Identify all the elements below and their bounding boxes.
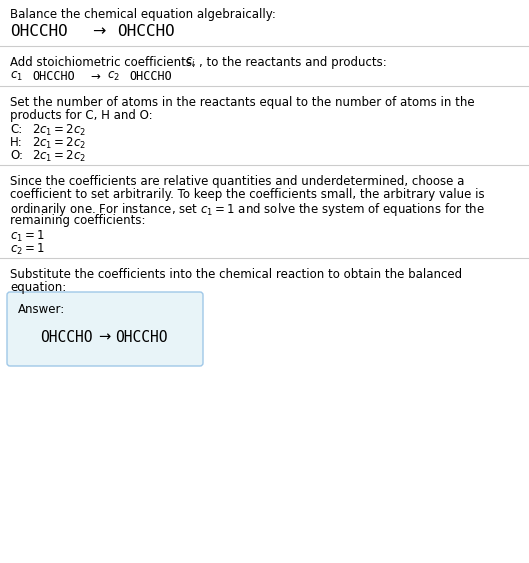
- Text: →: →: [90, 70, 100, 83]
- Text: $c_1$: $c_1$: [10, 70, 23, 83]
- Text: →: →: [98, 330, 110, 345]
- Text: O:: O:: [10, 149, 23, 162]
- Text: →: →: [92, 24, 105, 39]
- Text: OHCCHO: OHCCHO: [129, 70, 172, 83]
- Text: equation:: equation:: [10, 281, 66, 294]
- Text: $c_2 = 1$: $c_2 = 1$: [10, 242, 45, 257]
- Text: remaining coefficients:: remaining coefficients:: [10, 214, 145, 227]
- Text: H:: H:: [10, 136, 23, 149]
- Text: Answer:: Answer:: [18, 303, 65, 316]
- Text: $2 c_1 = 2 c_2$: $2 c_1 = 2 c_2$: [32, 136, 86, 151]
- Text: OHCCHO: OHCCHO: [115, 330, 168, 345]
- Text: Substitute the coefficients into the chemical reaction to obtain the balanced: Substitute the coefficients into the che…: [10, 268, 462, 281]
- Text: $c_2$: $c_2$: [107, 70, 120, 83]
- Text: $c_i$: $c_i$: [185, 56, 196, 69]
- Text: OHCCHO: OHCCHO: [40, 330, 93, 345]
- FancyBboxPatch shape: [7, 292, 203, 366]
- Text: $2 c_1 = 2 c_2$: $2 c_1 = 2 c_2$: [32, 149, 86, 164]
- Text: OHCCHO: OHCCHO: [10, 24, 68, 39]
- Text: C:: C:: [10, 123, 22, 136]
- Text: Set the number of atoms in the reactants equal to the number of atoms in the: Set the number of atoms in the reactants…: [10, 96, 475, 109]
- Text: ordinarily one. For instance, set $c_1 = 1$ and solve the system of equations fo: ordinarily one. For instance, set $c_1 =…: [10, 201, 485, 218]
- Text: Since the coefficients are relative quantities and underdetermined, choose a: Since the coefficients are relative quan…: [10, 175, 464, 188]
- Text: products for C, H and O:: products for C, H and O:: [10, 109, 153, 122]
- Text: coefficient to set arbitrarily. To keep the coefficients small, the arbitrary va: coefficient to set arbitrarily. To keep …: [10, 188, 485, 201]
- Text: OHCCHO: OHCCHO: [32, 70, 75, 83]
- Text: , to the reactants and products:: , to the reactants and products:: [199, 56, 387, 69]
- Text: Add stoichiometric coefficients,: Add stoichiometric coefficients,: [10, 56, 199, 69]
- Text: $c_1 = 1$: $c_1 = 1$: [10, 229, 45, 244]
- Text: $2 c_1 = 2 c_2$: $2 c_1 = 2 c_2$: [32, 123, 86, 138]
- Text: Balance the chemical equation algebraically:: Balance the chemical equation algebraica…: [10, 8, 276, 21]
- Text: OHCCHO: OHCCHO: [117, 24, 175, 39]
